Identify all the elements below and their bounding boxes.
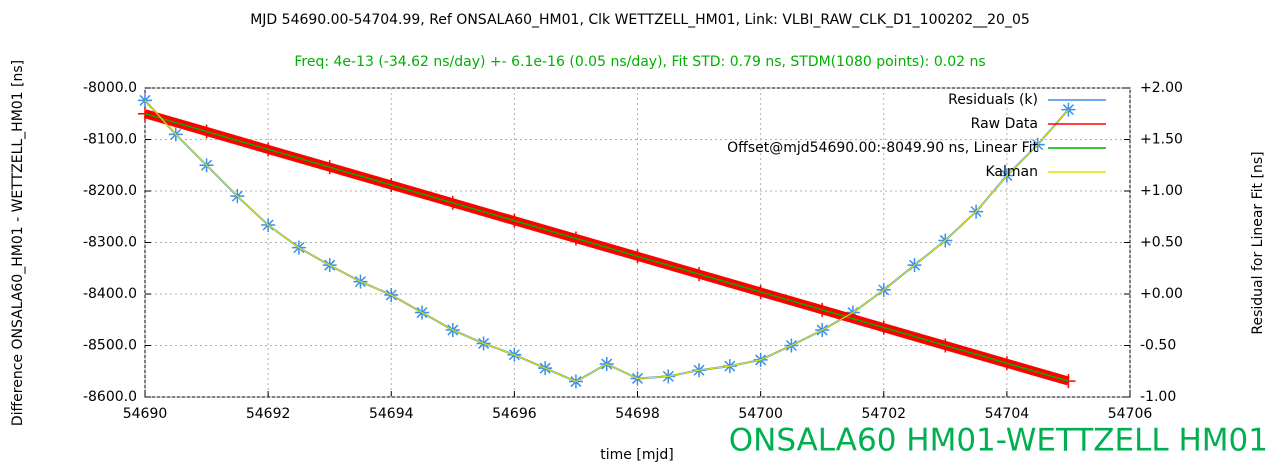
series-line xyxy=(144,99,1069,383)
y2-tick-label: +0.50 xyxy=(1140,235,1183,251)
x-tick-label: 54696 xyxy=(492,406,537,422)
x-axis-label: time [mjd] xyxy=(600,447,673,463)
x-tick-label: 54692 xyxy=(246,406,291,422)
point xyxy=(138,106,152,121)
legend-label: Raw Data xyxy=(971,116,1038,132)
legend-label: Offset@mjd54690.00:-8049.90 ns, Linear F… xyxy=(727,140,1038,156)
y-axis-label: Difference ONSALA60_HM01 - WETTZELL_HM01… xyxy=(10,60,26,426)
y2-tick-label: +0.00 xyxy=(1140,286,1183,302)
chart-title: MJD 54690.00-54704.99, Ref ONSALA60_HM01… xyxy=(250,12,1030,28)
x-tick-label: 54700 xyxy=(738,406,783,422)
point xyxy=(1061,102,1076,117)
y-tick-label: -8300.0 xyxy=(83,235,137,251)
y-tick-label: -8200.0 xyxy=(83,183,137,199)
y-tick-label: -8500.0 xyxy=(83,338,137,354)
legend-label: Residuals (k) xyxy=(948,92,1038,108)
y2-tick-label: +1.00 xyxy=(1140,183,1183,199)
x-tick-label: 54702 xyxy=(861,406,906,422)
point xyxy=(138,93,152,108)
x-tick-label: 54694 xyxy=(369,406,414,422)
series-line xyxy=(144,112,1069,382)
y2-axis-label: Residual for Linear Fit [ns] xyxy=(1250,151,1266,334)
x-tick-label: 54704 xyxy=(985,406,1030,422)
x-tick-label: 54698 xyxy=(615,406,660,422)
y2-tick-label: +1.50 xyxy=(1140,132,1183,148)
series xyxy=(144,112,1069,382)
y2-tick-label: +2.00 xyxy=(1140,80,1183,96)
legend-label: Kalman xyxy=(986,164,1039,180)
x-tick-label: 54690 xyxy=(123,406,168,422)
x-tick-label: 54706 xyxy=(1108,406,1153,422)
y-tick-label: -8400.0 xyxy=(83,286,137,302)
y-tick-label: -8100.0 xyxy=(83,132,137,148)
point xyxy=(1061,374,1076,389)
chart-subtitle: Freq: 4e-13 (-34.62 ns/day) +- 6.1e-16 (… xyxy=(294,54,985,70)
y2-tick-label: -0.50 xyxy=(1140,338,1176,354)
y2-tick-label: -1.00 xyxy=(1140,389,1176,405)
series xyxy=(144,99,1069,383)
annotation: ONSALA60 HM01-WETTZELL HM01 xyxy=(729,423,1268,459)
y-tick-label: -8600.0 xyxy=(83,389,137,405)
y-tick-label: -8000.0 xyxy=(83,80,137,96)
